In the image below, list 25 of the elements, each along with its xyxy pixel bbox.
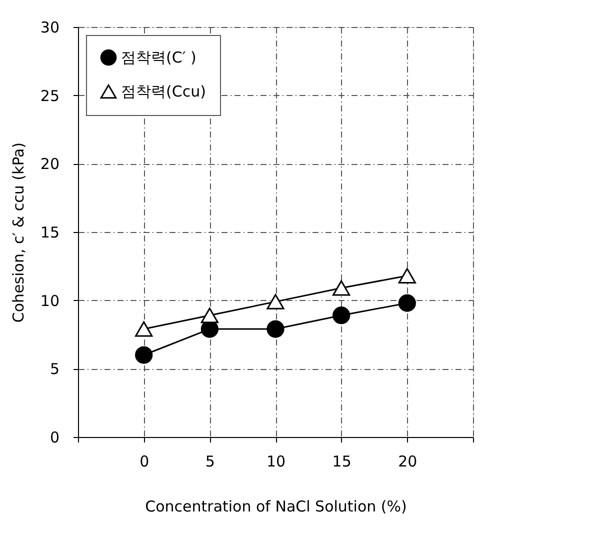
y-tick-label: 0 xyxy=(50,428,60,446)
y-axis-title: Cohesion, c′ & ccu (kPa) xyxy=(9,142,28,323)
x-tick-label: 5 xyxy=(205,452,215,470)
point xyxy=(266,294,284,310)
y-tick-label: 5 xyxy=(50,360,60,378)
y-tick-label: 25 xyxy=(40,86,60,105)
legend-label: 점착력(C′ ) xyxy=(121,48,196,66)
point xyxy=(332,306,350,324)
x-axis-title: Concentration of NaCl Solution (%) xyxy=(145,498,407,516)
point xyxy=(332,280,350,296)
point xyxy=(266,320,284,338)
x-tick-label: 10 xyxy=(266,452,286,470)
x-tick-label: 0 xyxy=(140,452,150,470)
y-tick-label: 15 xyxy=(40,224,60,242)
point xyxy=(135,346,153,364)
y-tick-label: 20 xyxy=(40,155,60,174)
point xyxy=(398,268,416,284)
x-tick-label: 15 xyxy=(332,452,352,470)
point xyxy=(398,294,416,312)
y-tick-label: 10 xyxy=(40,292,60,310)
x-tick-label: 20 xyxy=(398,452,418,470)
point xyxy=(200,308,218,324)
legend-label: 점착력(Ccu) xyxy=(121,82,206,100)
y-tick-label: 30 xyxy=(40,18,60,36)
point xyxy=(135,321,153,337)
